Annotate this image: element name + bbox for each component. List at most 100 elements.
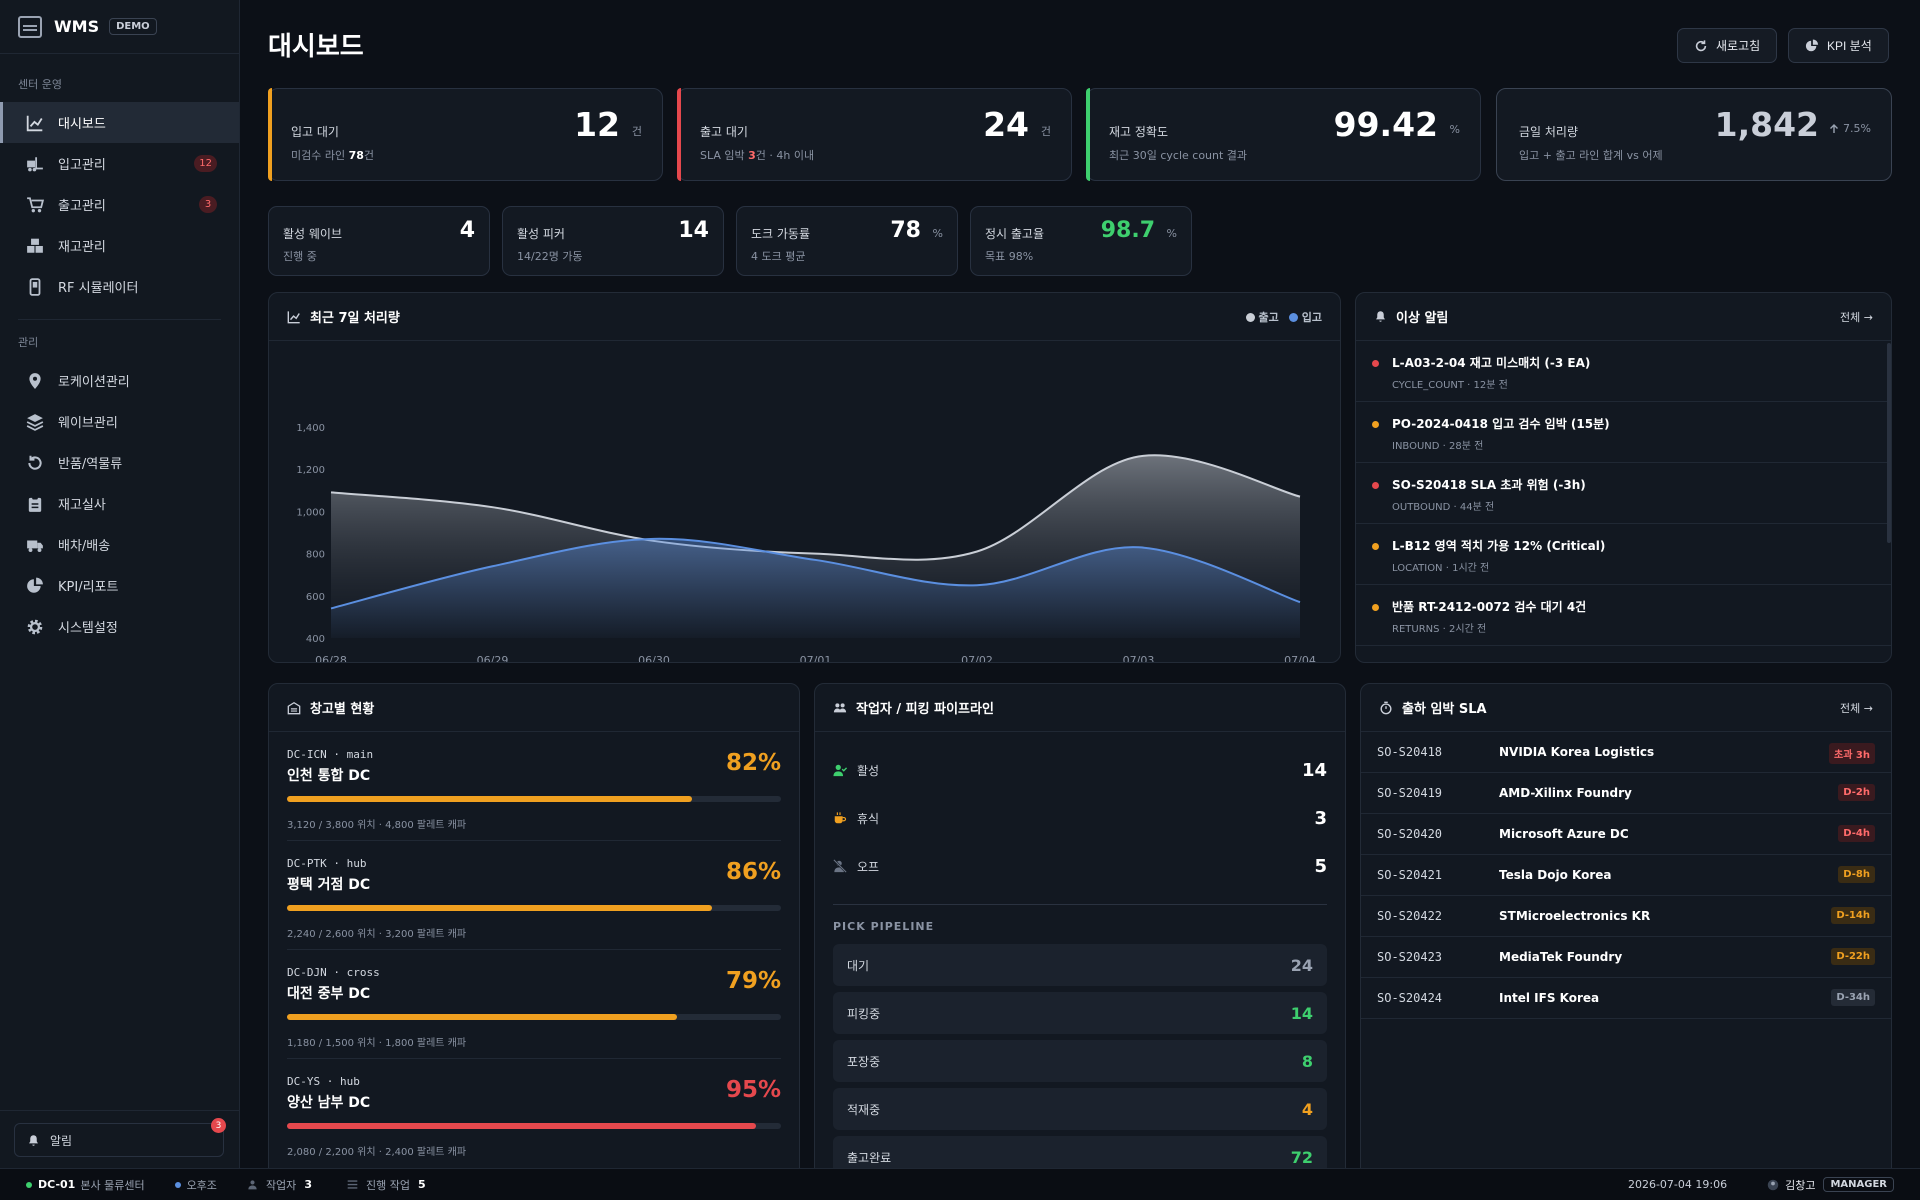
notifications-button[interactable]: 알림 3 xyxy=(14,1118,226,1157)
pipeline-stage[interactable]: 대기 24 xyxy=(833,944,1327,986)
order-id: SO-S20423 xyxy=(1377,950,1443,964)
warehouse-capacity: 2,240 / 2,600 위치 · 3,200 팔레트 캐파 xyxy=(287,929,467,940)
stat-active-pickers[interactable]: 활성 피커 14/22명 가동 14 xyxy=(502,206,724,276)
sla-view-all-link[interactable]: 전체 → xyxy=(1840,701,1873,715)
stopwatch-icon xyxy=(1379,701,1393,715)
sla-row[interactable]: SO-S20420 Microsoft Azure DC D-4h xyxy=(1361,814,1891,855)
kpi-card-throughput[interactable]: 금일 처리량 입고 + 출고 라인 합계 vs 어제 1,842 7.5% xyxy=(1496,88,1892,181)
kpi-card-inbound[interactable]: 입고 대기 미검수 라인 78건 12 건 xyxy=(268,88,663,181)
sidebar-item-2[interactable]: 웨이브관리 xyxy=(0,401,239,442)
sla-row[interactable]: SO-S20421 Tesla Dojo Korea D-8h xyxy=(1361,855,1891,896)
kpi-card-accuracy[interactable]: 재고 정확도 최근 30일 cycle count 결과 99.42 % xyxy=(1086,88,1481,181)
brand-name: WMS xyxy=(54,17,100,36)
alerts-panel: 이상 알림 전체 → L-A03-2-04 재고 미스매치 (-3 EA) CYC… xyxy=(1355,292,1892,663)
workers-label: 작업자 xyxy=(265,1178,297,1192)
stat-label: 도크 가동률 xyxy=(751,227,811,241)
sla-row[interactable]: SO-S20424 Intel IFS Korea D-34h xyxy=(1361,978,1891,1019)
sidebar-item-3[interactable]: 출고관리 3 xyxy=(0,184,239,225)
workers-panel-header: 작업자 / 피킹 파이프라인 xyxy=(815,684,1345,732)
warehouse-name: 양산 남부 DC xyxy=(287,1095,371,1111)
alert-item[interactable]: L-B12 영역 적치 가용 12% (Critical) LOCATION · … xyxy=(1356,524,1891,585)
sidebar-item-5[interactable]: RF 시뮬레이터 xyxy=(0,266,239,307)
stat-on-time-shipping[interactable]: 정시 출고율 목표 98% 98.7 % xyxy=(970,206,1192,276)
sidebar-item-4[interactable]: 재고관리 xyxy=(0,225,239,266)
tasks-label: 진행 작업 xyxy=(365,1178,410,1192)
x-tick-label: 06/29 xyxy=(477,654,509,662)
kpi-sub: SLA 임박 3건 · 4h 이내 xyxy=(700,149,815,162)
sidebar-item-5[interactable]: 배차/배송 xyxy=(0,524,239,565)
alert-meta: OUTBOUND · 44분 전 xyxy=(1392,502,1495,513)
kpi-label: 재고 정확도 xyxy=(1109,125,1169,139)
sidebar-item-1[interactable]: 로케이션관리 xyxy=(0,360,239,401)
kpi-unit: 건 xyxy=(631,125,642,138)
worker-status-row: 활성 14 xyxy=(833,746,1327,794)
layers-icon xyxy=(26,413,44,431)
warehouse-row[interactable]: DC-ICN · main 인천 통합 DC 82% 3,120 / 3,800 위치… xyxy=(287,732,781,841)
sidebar-item-label: RF 시뮬레이터 xyxy=(58,281,139,296)
sidebar-item-label: 웨이브관리 xyxy=(58,416,118,431)
pipeline-stage[interactable]: 피킹중 14 xyxy=(833,992,1327,1034)
kpi-value: 99.42 xyxy=(1333,105,1438,144)
alert-item[interactable]: 반품 RT-2412-0072 검수 대기 4건 RETURNS · 2시간 전 xyxy=(1356,585,1891,646)
status-bar: DC-01 본사 물류센터 오후조 작업자 3 진행 작업 5 2026-07-… xyxy=(0,1168,1920,1200)
stat-active-waves[interactable]: 활성 웨이브 진행 중 4 xyxy=(268,206,490,276)
alert-meta: CYCLE_COUNT · 12분 전 xyxy=(1392,380,1508,391)
pipeline-stage-label: 포장중 xyxy=(847,1054,881,1069)
pipeline-stage[interactable]: 포장중 8 xyxy=(833,1040,1327,1082)
sidebar-item-1[interactable]: 대시보드 xyxy=(0,102,239,143)
warehouse-row[interactable]: DC-YS · hub 양산 남부 DC 95% 2,080 / 2,200 위치 ·… xyxy=(287,1059,781,1168)
sidebar-item-7[interactable]: 시스템설정 xyxy=(0,606,239,647)
alerts-view-all-link[interactable]: 전체 → xyxy=(1840,310,1873,324)
worker-status-value: 5 xyxy=(1314,855,1327,877)
alerts-scrollbar[interactable] xyxy=(1887,343,1891,543)
sla-row[interactable]: SO-S20419 AMD-Xilinx Foundry D-2h xyxy=(1361,773,1891,814)
coffee-icon xyxy=(833,811,847,825)
brand[interactable]: WMS DEMO xyxy=(0,0,239,54)
alert-item[interactable]: SO-S20418 SLA 초과 위험 (-3h) OUTBOUND · 44분 … xyxy=(1356,463,1891,524)
sla-badge: D-4h xyxy=(1838,825,1875,842)
customer-name: STMicroelectronics KR xyxy=(1499,909,1651,923)
kpi-analysis-button[interactable]: KPI 분석 xyxy=(1788,28,1889,63)
stat-dock-utilization[interactable]: 도크 가동률 4 도크 평균 78 % xyxy=(736,206,958,276)
kpi-sub: 미검수 라인 78건 xyxy=(291,149,375,162)
pipeline-stage-label: 대기 xyxy=(847,958,870,973)
y-tick-label: 1,400 xyxy=(296,423,325,434)
pipeline-stage-label: 적재중 xyxy=(847,1102,881,1117)
pipeline-stage[interactable]: 적재중 4 xyxy=(833,1088,1327,1130)
nav-divider xyxy=(18,319,221,320)
sidebar-item-2[interactable]: 입고관리 12 xyxy=(0,143,239,184)
sidebar-item-6[interactable]: KPI/리포트 xyxy=(0,565,239,606)
user-name[interactable]: 김창고 xyxy=(1785,1178,1816,1192)
status-shift: 오후조 xyxy=(174,1177,217,1193)
user-icon xyxy=(248,1180,257,1190)
alert-item[interactable]: L-A03-2-04 재고 미스매치 (-3 EA) CYCLE_COUNT · … xyxy=(1356,341,1891,402)
kpi-sub: 최근 30일 cycle count 결과 xyxy=(1109,149,1248,162)
y-tick-label: 600 xyxy=(306,592,325,603)
role-badge: MANAGER xyxy=(1823,1177,1894,1192)
gear-icon xyxy=(26,618,44,636)
warehouse-row[interactable]: DC-DJN · cross 대전 중부 DC 79% 1,180 / 1,500 위… xyxy=(287,950,781,1059)
kpi-value: 1,842 xyxy=(1714,105,1819,144)
sidebar-item-label: 시스템설정 xyxy=(58,621,118,636)
alert-title: SO-S20418 SLA 초과 위험 (-3h) xyxy=(1392,478,1586,492)
sidebar-item-3[interactable]: 반품/역물류 xyxy=(0,442,239,483)
sidebar-item-4[interactable]: 재고실사 xyxy=(0,483,239,524)
status-right: 2026-07-04 19:06 김창고 MANAGER xyxy=(1628,1169,1894,1200)
alert-severity-dot xyxy=(1372,482,1379,489)
kpi-value: 12 xyxy=(574,105,620,144)
kpi-card-outbound[interactable]: 출고 대기 SLA 임박 3건 · 4h 이내 24 건 xyxy=(677,88,1072,181)
alert-item[interactable]: PO-2024-0418 입고 검수 임박 (15분) INBOUND · 28분… xyxy=(1356,402,1891,463)
sla-row[interactable]: SO-S20418 NVIDIA Korea Logistics 초과 3h xyxy=(1361,732,1891,773)
sla-row[interactable]: SO-S20423 MediaTek Foundry D-22h xyxy=(1361,937,1891,978)
x-tick-label: 07/03 xyxy=(1123,654,1155,662)
utilization-bar-fill xyxy=(287,1123,757,1129)
kpi-sub: 입고 + 출고 라인 합계 vs 어제 xyxy=(1519,149,1663,162)
sla-row[interactable]: SO-S20422 STMicroelectronics KR D-14h xyxy=(1361,896,1891,937)
workers-panel-title: 작업자 / 피킹 파이프라인 xyxy=(856,702,994,717)
list-icon xyxy=(347,1180,358,1189)
series-area-2 xyxy=(331,538,1300,638)
kpi-unit: 건 xyxy=(1040,125,1051,138)
alert-title: 반품 RT-2412-0072 검수 대기 4건 xyxy=(1392,600,1587,614)
refresh-button[interactable]: 새로고침 xyxy=(1677,28,1778,63)
warehouse-row[interactable]: DC-PTK · hub 평택 거점 DC 86% 2,240 / 2,600 위치 … xyxy=(287,841,781,950)
